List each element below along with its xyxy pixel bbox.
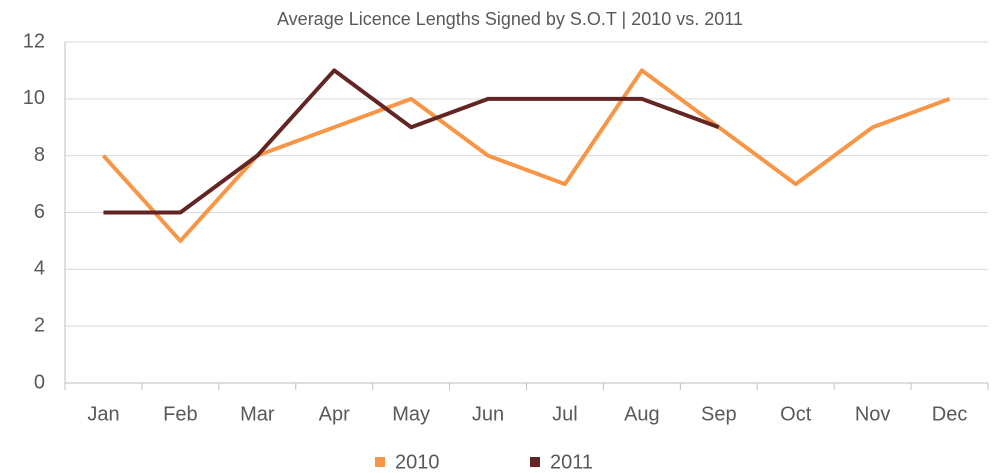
y-tick-label: 0 (34, 371, 45, 393)
legend-swatch (530, 457, 540, 467)
x-tick-label: May (392, 403, 430, 425)
x-tick-label: Mar (240, 403, 275, 425)
x-tick-label: Jul (552, 403, 578, 425)
x-tick-label: Nov (855, 403, 891, 425)
x-tick-label: Jan (87, 403, 119, 425)
x-tick-label: Sep (701, 403, 737, 425)
x-tick-label: Feb (163, 403, 197, 425)
x-tick-label: Dec (932, 403, 968, 425)
y-tick-label: 10 (23, 87, 45, 109)
legend-label: 2010 (395, 451, 440, 473)
y-tick-label: 2 (34, 314, 45, 336)
y-tick-label: 12 (23, 30, 45, 52)
x-tick-label: Oct (780, 403, 812, 425)
legend-swatch (375, 457, 385, 467)
legend-label: 2011 (550, 451, 593, 473)
y-tick-label: 4 (34, 258, 45, 280)
x-tick-label: Jun (472, 403, 504, 425)
series-line (103, 68, 720, 215)
y-tick-label: 6 (34, 201, 45, 223)
chart-title: Average Licence Lengths Signed by S.O.T … (277, 9, 743, 29)
y-tick-label: 8 (34, 144, 45, 166)
x-tick-label: Apr (319, 403, 350, 425)
x-tick-label: Aug (624, 403, 660, 425)
series-line (101, 68, 951, 243)
